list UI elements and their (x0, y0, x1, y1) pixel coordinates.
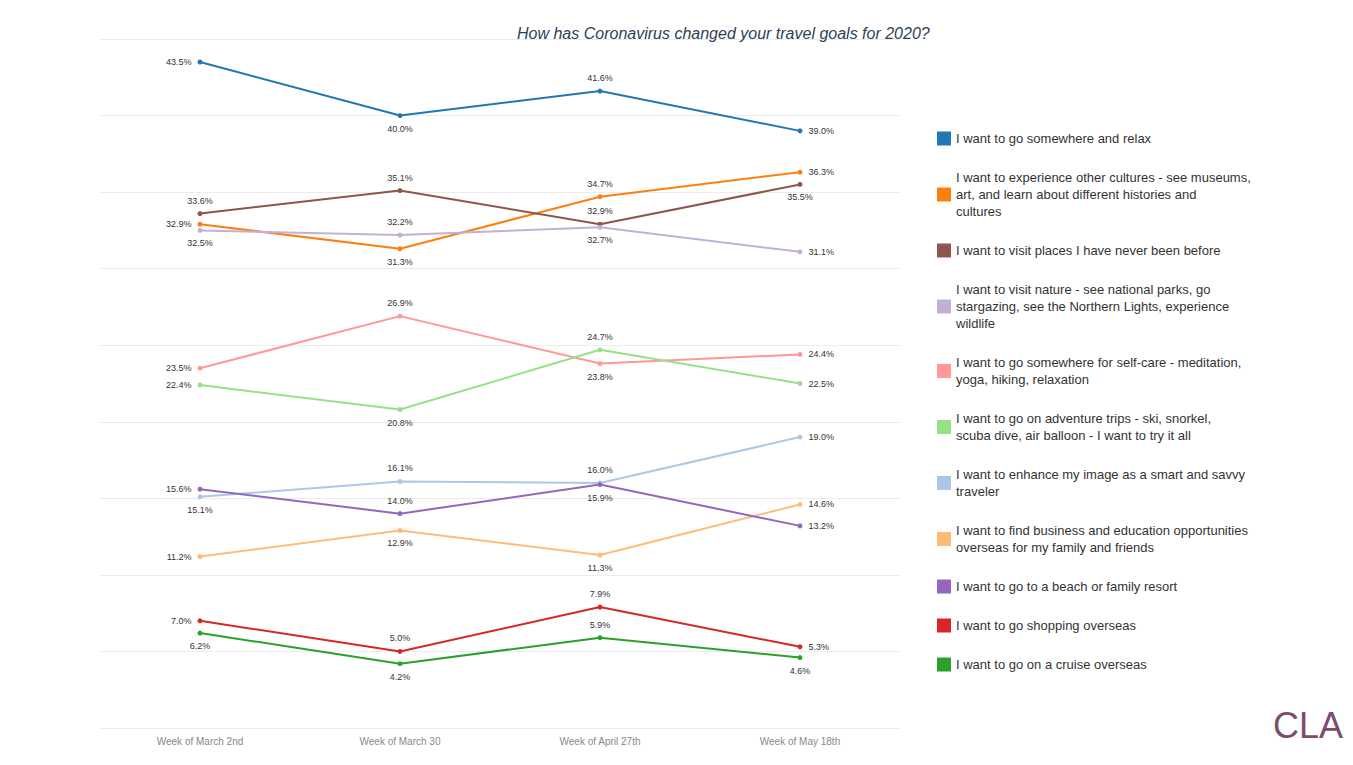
svg-text:26.9%: 26.9% (387, 298, 413, 308)
svg-text:12.9%: 12.9% (387, 538, 413, 548)
svg-text:40.0%: 40.0% (387, 124, 413, 134)
svg-text:I want to go somewhere for sel: I want to go somewhere for self-care - m… (956, 355, 1241, 370)
svg-text:Week of March 2nd: Week of March 2nd (157, 736, 244, 747)
svg-text:7.9%: 7.9% (590, 589, 611, 599)
svg-text:I want to find business and ed: I want to find business and education op… (956, 523, 1248, 538)
svg-text:36.3%: 36.3% (809, 167, 835, 177)
svg-text:I want to go shopping overseas: I want to go shopping overseas (956, 618, 1136, 633)
svg-text:19.0%: 19.0% (809, 432, 835, 442)
svg-text:CLA: CLA (1273, 705, 1343, 746)
svg-text:5.9%: 5.9% (590, 620, 611, 630)
svg-text:34.7%: 34.7% (587, 179, 613, 189)
svg-text:I want to go on a cruise overs: I want to go on a cruise overseas (956, 657, 1147, 672)
svg-text:4.2%: 4.2% (390, 672, 411, 682)
svg-text:24.7%: 24.7% (587, 332, 613, 342)
svg-text:5.3%: 5.3% (809, 642, 830, 652)
svg-text:22.4%: 22.4% (166, 380, 192, 390)
svg-text:Week of March 30: Week of March 30 (360, 736, 441, 747)
svg-text:Week of May 18th: Week of May 18th (760, 736, 840, 747)
svg-text:6.2%: 6.2% (190, 641, 211, 651)
svg-text:4.6%: 4.6% (790, 666, 811, 676)
svg-text:I want to go on adventure trip: I want to go on adventure trips - ski, s… (956, 411, 1211, 426)
svg-text:traveler: traveler (956, 484, 1000, 499)
svg-text:15.9%: 15.9% (587, 493, 613, 503)
svg-text:yoga, hiking, relaxation: yoga, hiking, relaxation (956, 372, 1089, 387)
svg-text:24.4%: 24.4% (809, 349, 835, 359)
svg-text:20.8%: 20.8% (387, 418, 413, 428)
svg-text:32.2%: 32.2% (387, 217, 413, 227)
svg-text:7.0%: 7.0% (171, 616, 192, 626)
svg-text:39.0%: 39.0% (809, 126, 835, 136)
svg-text:23.5%: 23.5% (166, 363, 192, 373)
svg-text:13.2%: 13.2% (809, 521, 835, 531)
svg-text:32.9%: 32.9% (166, 219, 192, 229)
svg-text:I want to go to a beach or fam: I want to go to a beach or family resort (956, 579, 1177, 594)
svg-text:41.6%: 41.6% (587, 73, 613, 83)
svg-text:overseas for my family and fri: overseas for my family and friends (956, 540, 1154, 555)
svg-text:cultures: cultures (956, 204, 1002, 219)
svg-text:Week of April 27th: Week of April 27th (560, 736, 641, 747)
svg-text:15.1%: 15.1% (187, 505, 213, 515)
svg-text:11.2%: 11.2% (167, 552, 192, 562)
svg-text:5.0%: 5.0% (390, 633, 411, 643)
svg-text:stargazing, see the Northern L: stargazing, see the Northern Lights, exp… (956, 299, 1229, 314)
svg-text:35.1%: 35.1% (387, 173, 413, 183)
svg-text:31.3%: 31.3% (387, 257, 413, 267)
svg-text:35.5%: 35.5% (787, 192, 813, 202)
svg-text:22.5%: 22.5% (809, 379, 835, 389)
svg-text:33.6%: 33.6% (187, 196, 213, 206)
svg-text:I want to visit places I have: I want to visit places I have never been… (956, 243, 1221, 258)
svg-text:I want to experience other cul: I want to experience other cultures - se… (956, 170, 1251, 185)
svg-text:14.0%: 14.0% (387, 496, 413, 506)
svg-text:14.6%: 14.6% (809, 499, 835, 509)
svg-text:31.1%: 31.1% (809, 247, 835, 257)
svg-text:23.8%: 23.8% (587, 372, 613, 382)
svg-text:32.7%: 32.7% (587, 235, 613, 245)
svg-text:11.3%: 11.3% (588, 563, 613, 573)
svg-text:How has Coronavirus changed yo: How has Coronavirus changed your travel … (517, 25, 930, 42)
svg-text:16.1%: 16.1% (387, 463, 413, 473)
svg-text:scuba dive, air balloon - I wa: scuba dive, air balloon - I want to try … (956, 428, 1191, 443)
svg-text:43.5%: 43.5% (166, 57, 192, 67)
svg-text:I want to visit nature - see n: I want to visit nature - see national pa… (956, 282, 1210, 297)
svg-text:I want to go somewhere and rel: I want to go somewhere and relax (956, 131, 1152, 146)
svg-text:art, and learn about different: art, and learn about different histories… (956, 187, 1196, 202)
svg-text:16.0%: 16.0% (587, 465, 613, 475)
svg-text:32.5%: 32.5% (187, 238, 213, 248)
svg-text:wildlife: wildlife (955, 316, 995, 331)
svg-text:I want to enhance my image as: I want to enhance my image as a smart an… (956, 467, 1246, 482)
svg-text:32.9%: 32.9% (587, 206, 613, 216)
svg-text:15.6%: 15.6% (166, 484, 192, 494)
